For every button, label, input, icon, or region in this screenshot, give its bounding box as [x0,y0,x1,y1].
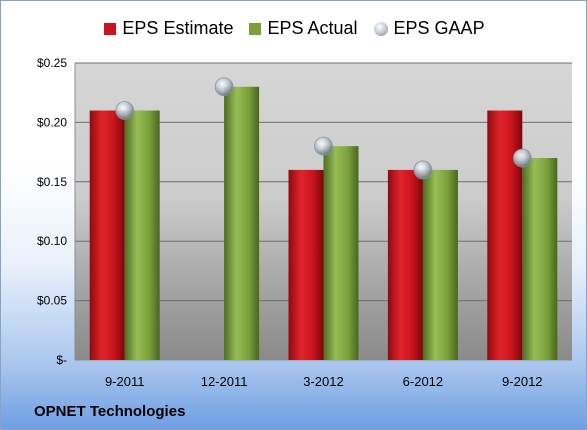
y-tick-label: $0.25 [37,56,67,70]
bar-eps-estimate [387,169,423,360]
point-eps-gaap [413,160,433,180]
x-tick-label: 12-2011 [201,374,248,389]
bar-eps-actual [323,146,359,360]
legend-label-estimate: EPS Estimate [122,18,234,38]
x-tick-label: 9-2011 [105,374,145,389]
bar-eps-actual [224,86,260,360]
y-tick-label: $- [56,353,67,367]
legend-item-actual: EPS Actual [249,18,358,39]
bar-eps-actual [124,110,160,361]
chart-legend: EPS Estimate EPS Actual EPS GAAP [1,18,586,39]
bar-eps-estimate [288,169,324,360]
legend-label-gaap: EPS GAAP [393,18,485,38]
x-tick-label: 6-2012 [403,374,443,389]
y-tick-label: $0.10 [37,234,67,248]
point-eps-gaap [214,77,234,97]
y-tick-label: $0.15 [37,175,67,189]
point-eps-gaap [512,148,532,168]
legend-item-gaap: EPS GAAP [373,18,485,39]
bar-eps-estimate [89,110,125,361]
legend-dot-gaap [373,21,388,36]
bar-eps-estimate [487,110,523,361]
bar-eps-actual [522,158,558,360]
legend-item-estimate: EPS Estimate [104,18,233,39]
bar-eps-actual [422,169,458,360]
point-eps-gaap [115,101,135,120]
x-tick-label: 9-2012 [502,374,542,389]
legend-swatch-estimate [104,22,117,35]
company-name: OPNET Technologies [34,403,186,420]
legend-swatch-actual [249,22,262,35]
x-tick-label: 3-2012 [303,374,343,389]
point-eps-gaap [314,136,333,156]
y-tick-label: $0.20 [37,115,67,129]
legend-label-actual: EPS Actual [267,18,358,38]
y-tick-label: $0.05 [37,294,67,308]
